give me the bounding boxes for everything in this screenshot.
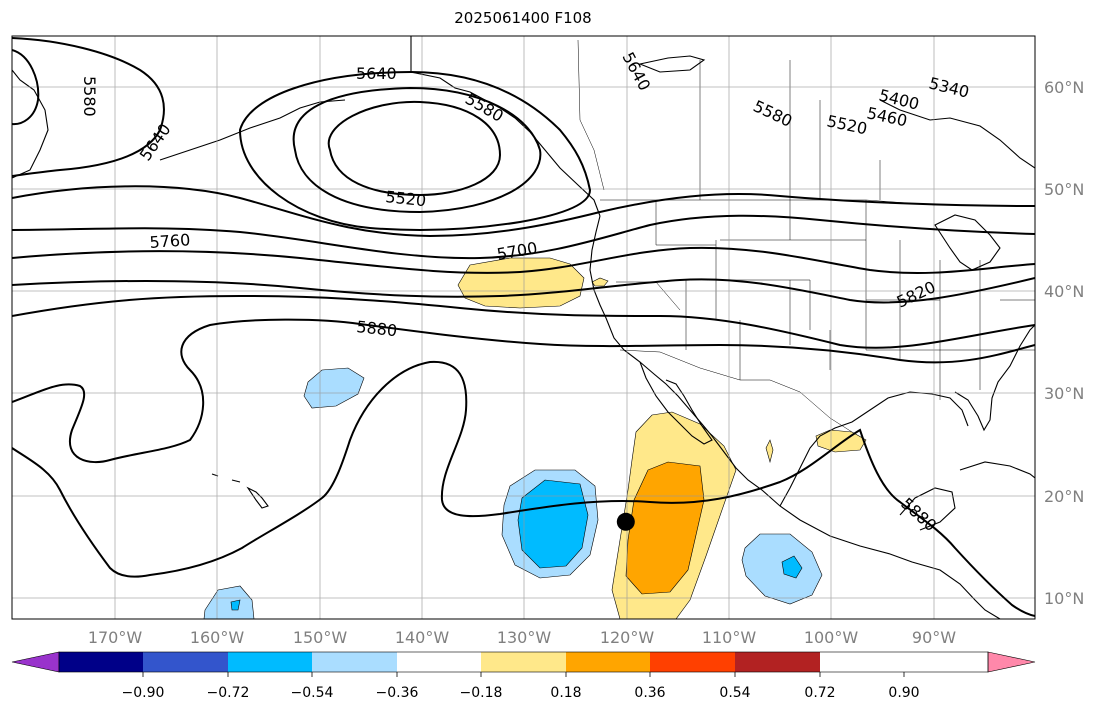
colorbar-tick-label: 0.54 xyxy=(719,685,750,701)
contour-line xyxy=(12,277,1035,304)
lon-tick-label: 170°W xyxy=(88,628,143,647)
alaska-coastline xyxy=(410,36,601,217)
coastlines xyxy=(12,36,1035,619)
colorbar-frame xyxy=(58,651,989,673)
contour-label: 5580 xyxy=(80,76,99,117)
cuba-outline xyxy=(959,461,1035,479)
colorbar-tick-label: 0.90 xyxy=(888,685,919,701)
negative-anomaly-region xyxy=(517,479,589,569)
colorbar: −0.90 −0.72 −0.54 −0.36 −0.18 0.18 0.36 … xyxy=(11,651,1036,701)
longitude-tick-labels: 170°W 160°W 150°W 140°W 130°W 120°W 110°… xyxy=(88,628,956,647)
colorbar-tick-labels: −0.90 −0.72 −0.54 −0.36 −0.18 0.18 0.36 … xyxy=(122,685,920,701)
contour-label: 5880 xyxy=(356,317,398,340)
lon-tick-label: 130°W xyxy=(497,628,552,647)
lon-tick-label: 90°W xyxy=(912,628,956,647)
lat-tick-label: 20°N xyxy=(1044,487,1084,506)
florida-coastline xyxy=(954,324,1035,432)
lon-tick-label: 110°W xyxy=(702,628,757,647)
contour-label: 5760 xyxy=(149,230,191,252)
us-mexico-border xyxy=(619,349,853,433)
contour-line xyxy=(327,100,502,197)
height-contours xyxy=(12,37,1035,617)
negative-anomaly-region xyxy=(203,585,255,619)
contour-line xyxy=(238,70,592,231)
baja-peninsula xyxy=(639,361,713,445)
colorbar-segment xyxy=(397,652,482,672)
canada-arctic-coast xyxy=(638,55,706,73)
map-frame xyxy=(11,35,1036,620)
contour-label: 5520 xyxy=(385,187,427,210)
colorbar-segment xyxy=(312,652,398,672)
russia-coastline xyxy=(12,69,49,179)
positive-anomaly-region xyxy=(625,461,705,595)
contour-line xyxy=(12,318,1035,464)
colorbar-tick-label: −0.54 xyxy=(291,685,334,701)
great-lakes xyxy=(934,214,1001,271)
lon-tick-label: 140°W xyxy=(395,628,450,647)
colorbar-extend-right xyxy=(987,651,1036,673)
storm-center-marker xyxy=(616,512,635,531)
lat-tick-label: 60°N xyxy=(1044,78,1084,97)
contour-line xyxy=(12,246,1035,274)
lat-tick-label: 50°N xyxy=(1044,180,1084,199)
positive-anomaly-region xyxy=(591,277,609,287)
lat-tick-label: 10°N xyxy=(1044,589,1084,608)
negative-anomaly-region xyxy=(781,555,803,579)
contour-line xyxy=(12,49,40,126)
colorbar-tick-label: −0.72 xyxy=(207,685,250,701)
negative-anomaly-region xyxy=(303,367,365,409)
contour-line xyxy=(12,37,165,177)
positive-anomaly-region xyxy=(815,429,867,453)
colorbar-tick-label: 0.18 xyxy=(550,685,581,701)
colorbar-segment xyxy=(735,652,820,672)
alaska-canada-border xyxy=(577,39,605,191)
contour-line xyxy=(12,360,1035,617)
colorbar-tick-label: 0.72 xyxy=(804,685,835,701)
negative-anomaly-region xyxy=(741,533,823,605)
colorbar-segment xyxy=(143,652,229,672)
colorbar-segment xyxy=(228,652,313,672)
positive-anomaly-region xyxy=(765,439,774,464)
colorbar-extend-left xyxy=(11,651,60,673)
contour-line xyxy=(12,214,1035,260)
graticule xyxy=(12,36,1035,619)
colorbar-tick-marks xyxy=(142,672,905,677)
contour-line xyxy=(12,294,1035,349)
contour-line xyxy=(292,86,542,214)
lon-tick-label: 100°W xyxy=(804,628,859,647)
contour-label: 5640 xyxy=(356,64,397,83)
hudson-bay-coast xyxy=(879,99,1035,169)
aleutian-islands xyxy=(159,99,346,161)
shaded-anomaly-regions xyxy=(203,257,867,619)
us-canada-border xyxy=(600,199,936,206)
gulf-coastline xyxy=(779,391,969,507)
colorbar-tick-label: 0.36 xyxy=(634,685,665,701)
colorbar-segment xyxy=(650,652,736,672)
colorbar-tick-label: −0.18 xyxy=(460,685,503,701)
latitude-tick-labels: 10°N 20°N 30°N 40°N 50°N 60°N xyxy=(1044,78,1084,608)
lat-tick-label: 30°N xyxy=(1044,384,1084,403)
colorbar-segment xyxy=(481,652,567,672)
colorbar-tick-label: −0.36 xyxy=(376,685,419,701)
yucatan-coastline xyxy=(899,487,956,531)
map-title: 2025061400 F108 xyxy=(454,9,592,27)
colorbar-tick-label: −0.90 xyxy=(122,685,165,701)
colorbar-segment xyxy=(566,652,651,672)
lon-tick-label: 120°W xyxy=(600,628,655,647)
lon-tick-label: 160°W xyxy=(190,628,245,647)
lat-tick-label: 40°N xyxy=(1044,282,1084,301)
colorbar-segment xyxy=(59,652,144,672)
west-coastline xyxy=(589,215,1001,619)
negative-anomaly-region xyxy=(230,599,241,611)
lon-tick-label: 150°W xyxy=(293,628,348,647)
canada-province-borders xyxy=(699,60,881,200)
contour-line xyxy=(12,185,1035,238)
